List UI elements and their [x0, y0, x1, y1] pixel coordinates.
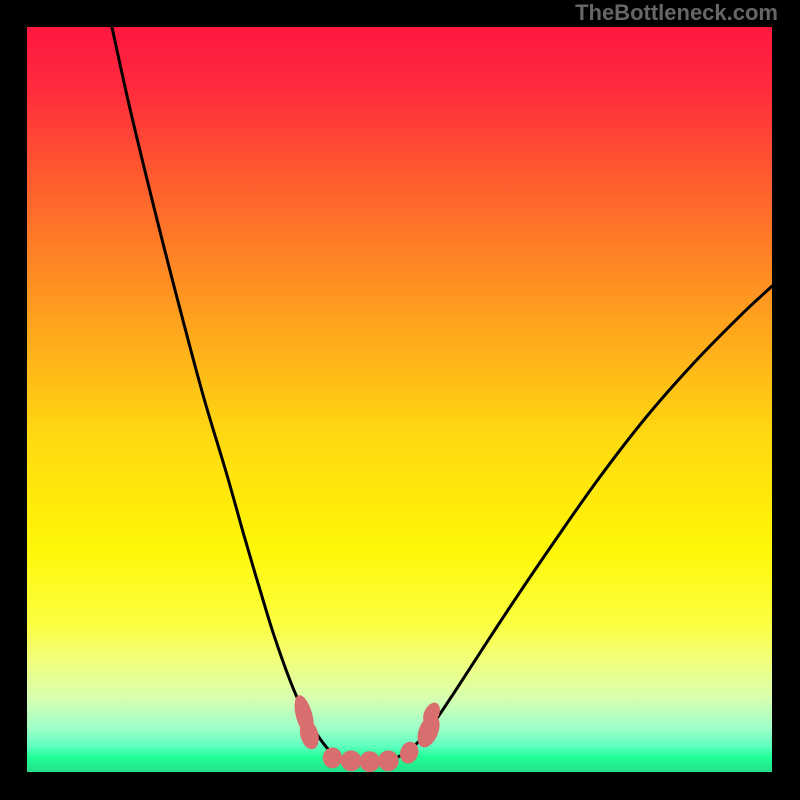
attribution-text: TheBottleneck.com — [575, 0, 778, 26]
chart-svg — [27, 27, 772, 772]
valley-blob — [359, 751, 380, 772]
valley-blob — [341, 750, 362, 771]
valley-blob — [378, 750, 399, 771]
valley-blob — [323, 747, 342, 768]
chart-container: TheBottleneck.com — [0, 0, 800, 800]
plot-area — [27, 27, 772, 772]
